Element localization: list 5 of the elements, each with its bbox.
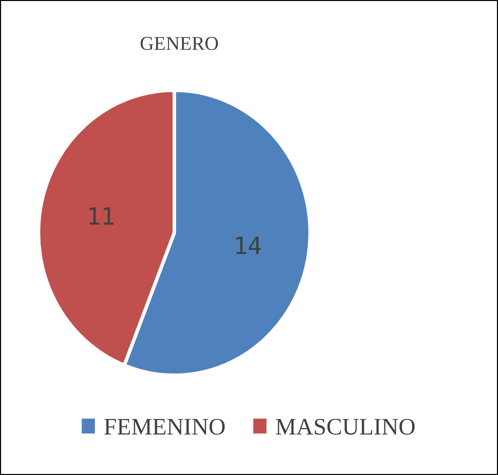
legend-label: MASCULINO — [276, 418, 415, 435]
data-label: 11 — [90, 207, 114, 225]
legend-label: FEMENINO — [104, 418, 225, 435]
chart-title: GENERO — [140, 36, 218, 50]
data-label: 14 — [236, 236, 261, 254]
